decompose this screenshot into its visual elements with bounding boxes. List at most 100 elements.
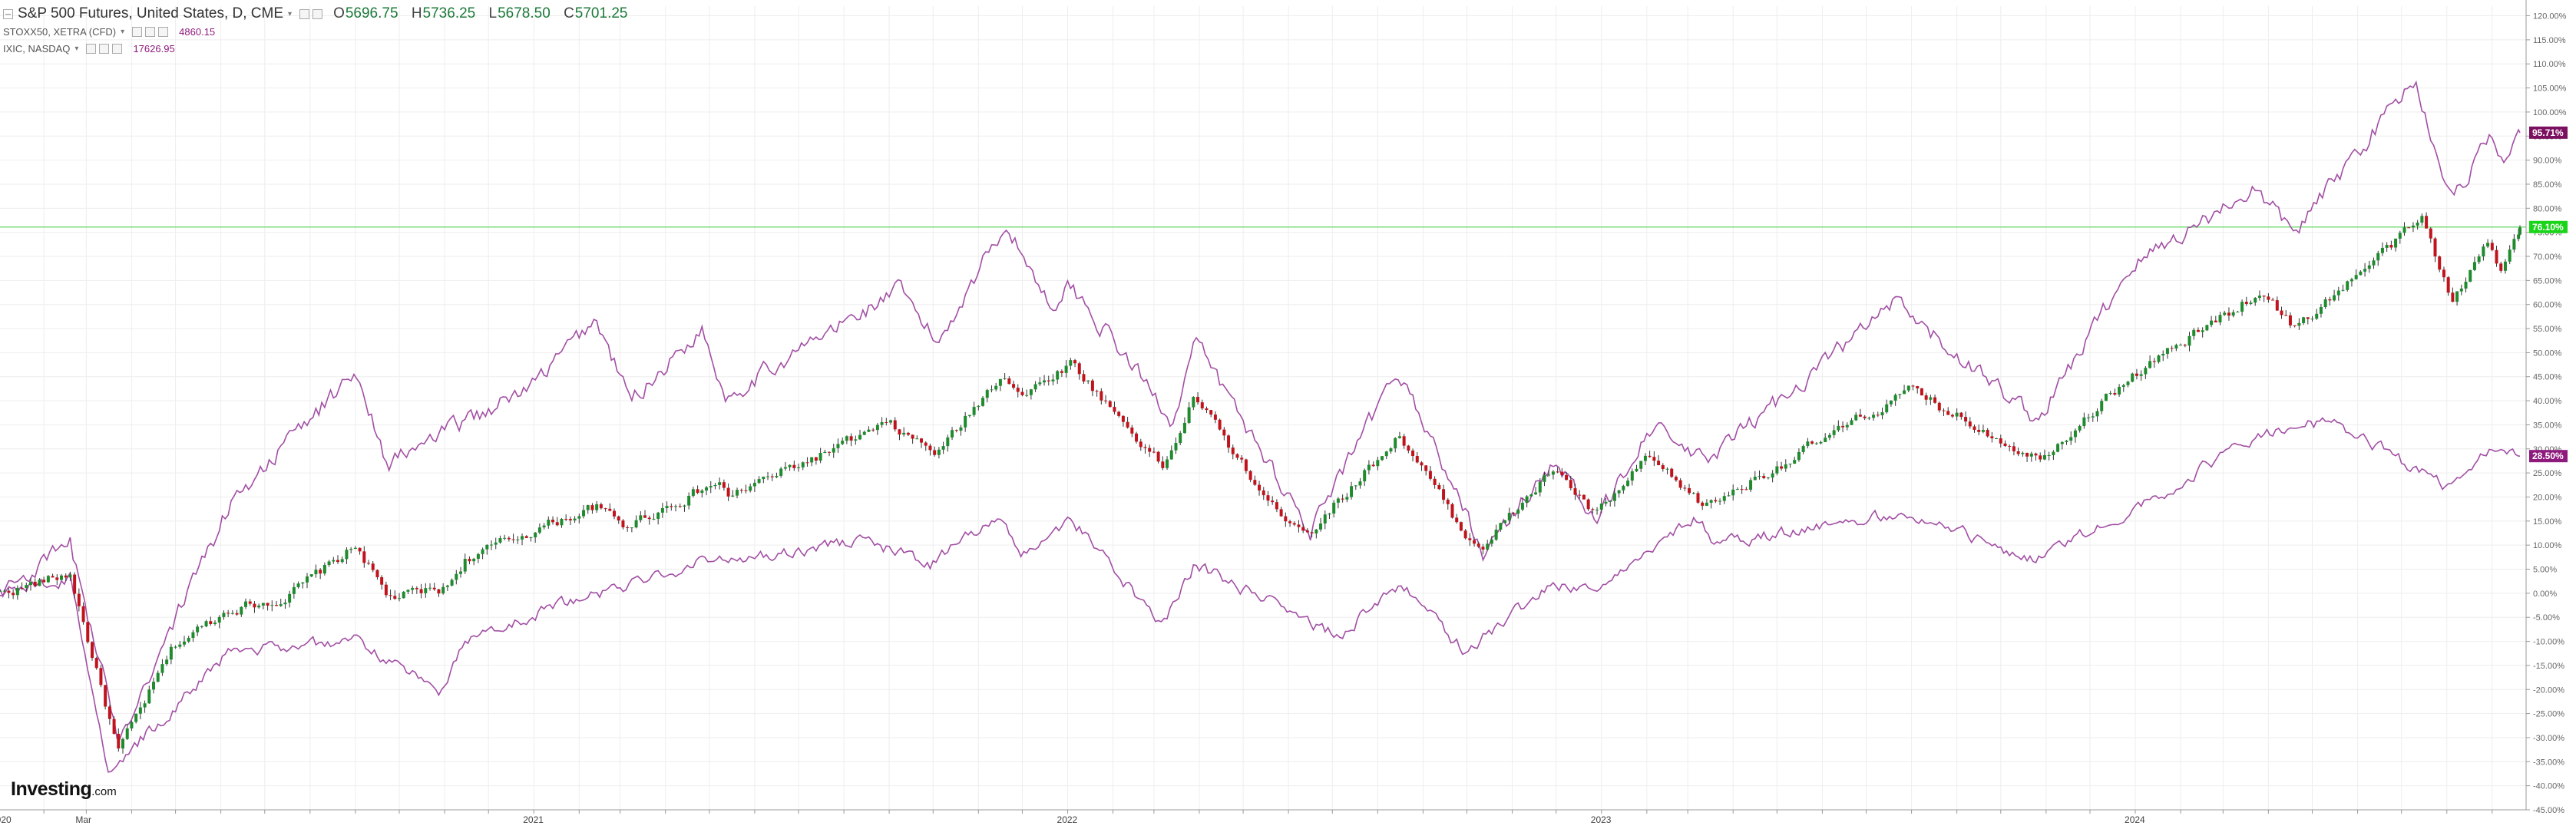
candle [1955,412,1959,417]
candle [1512,513,1516,514]
candle [564,518,568,520]
candle [51,576,55,578]
settings-icon[interactable] [145,26,156,37]
candle [2104,394,2108,401]
candle [1384,451,1388,457]
candle [898,429,901,435]
candle [2016,451,2020,454]
candle [222,613,226,617]
collapse-icon[interactable] [3,8,13,19]
candle [1582,494,1586,500]
y-tick-label: -20.00% [2533,685,2564,695]
y-tick-label: 105.00% [2533,84,2567,94]
candle [1394,438,1397,449]
candle [485,544,489,550]
candle [954,430,958,431]
candle [2389,244,2393,248]
candle [143,703,147,708]
candle [2376,253,2380,261]
candle [805,462,809,464]
candle [1744,489,1748,490]
candle [941,446,945,450]
candle [1126,421,1129,428]
candle [2442,269,2445,278]
candle [1476,543,1480,547]
candle [2336,290,2340,296]
candle [2517,234,2521,239]
candle [2486,243,2490,247]
settings-icon[interactable] [299,8,310,19]
candle [2012,446,2015,451]
candle [270,605,274,606]
candle [946,437,950,447]
candle [670,506,673,507]
y-tick-label: 20.00% [2533,493,2562,502]
candle [1516,509,1520,514]
candle [687,495,691,506]
candle [134,713,138,722]
candle [55,577,59,580]
candle [1784,464,1787,469]
candle [665,506,669,508]
candle [678,506,682,507]
chevron-down-icon[interactable]: ▾ [121,27,125,36]
candle [2249,302,2253,304]
visibility-icon[interactable] [132,26,143,37]
candle [1397,436,1401,438]
candle [1775,466,1779,474]
candle [1196,397,1200,403]
candle [2135,373,2138,376]
close-icon[interactable] [112,43,123,54]
candle [1108,401,1112,408]
candle [1635,468,1639,472]
chevron-down-icon[interactable]: ▾ [74,44,79,53]
candle [507,537,511,540]
candle [757,479,761,484]
candle [1885,404,1889,413]
close-icon[interactable] [158,26,169,37]
candle [455,573,458,580]
candle [1060,371,1063,373]
candle [2144,368,2148,375]
candle [112,718,116,734]
candle [889,420,893,423]
candle [125,728,129,739]
candle [713,484,717,487]
candle [283,603,287,605]
candle [1959,412,1963,418]
candle [1573,488,1577,495]
candle [1924,395,1928,400]
candle [617,516,620,521]
candle [1911,385,1915,387]
candle [1657,461,1661,466]
candle [2227,312,2230,316]
chevron-down-icon[interactable]: ▾ [288,9,293,18]
candle [476,553,480,559]
candle [2267,296,2270,300]
close-icon[interactable] [312,8,323,19]
candle [2323,299,2327,308]
candle [1937,402,1941,411]
candle [2293,325,2297,326]
candle [1161,461,1165,468]
visibility-icon[interactable] [86,43,97,54]
candle [2372,260,2376,266]
candle [1986,430,1989,437]
candle [1622,485,1625,490]
candle [1893,395,1897,401]
candle [1586,499,1590,510]
candle [1801,446,1805,452]
candle [319,570,322,574]
candle [1906,385,1910,391]
candle [2333,295,2336,301]
candle [1266,495,1270,501]
legend: S&P 500 Futures, United States, D, CME ▾… [3,5,637,57]
settings-icon[interactable] [99,43,110,54]
candle [656,512,660,519]
candle [1381,456,1384,461]
candle [1025,395,1029,396]
candle [2021,452,2025,454]
candle [608,508,612,511]
